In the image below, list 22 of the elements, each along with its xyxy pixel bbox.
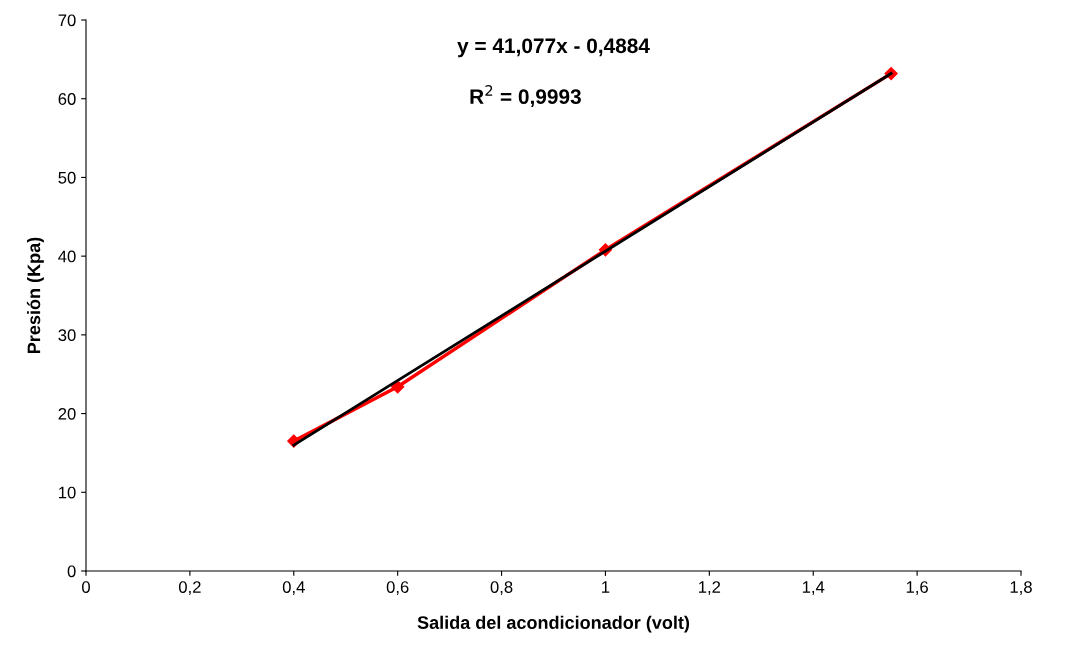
x-tick-label: 0,6 [386,581,409,595]
x-tick-label: 1 [602,581,610,593]
y-tick-label: 10 [59,486,76,499]
y-tick-label: 20 [58,407,76,420]
annotation: R$^{2}$ = 0,9993 [470,85,581,108]
y-tick-label: 60 [58,93,76,105]
x-tick-label: 0 [82,581,90,593]
x-tick-label: 1,6 [906,581,928,595]
x-tick-label: 1,4 [802,581,825,595]
x-tick-label: 1,2 [699,581,721,595]
x-tick-label: 0,4 [282,581,305,595]
x-axis-title: Salida del acondicionador (volt) [417,615,690,633]
annotation: y = 41,077x - 0,4884 [457,38,650,58]
y-tick-label: 70 [58,14,76,27]
y-axis-title: Presión (Kpa) [26,237,44,353]
x-tick-label: 1,8 [1010,581,1032,595]
x-tick-label: 0,2 [178,581,201,595]
x-tick-label: 0,8 [490,581,513,595]
y-tick-label: 30 [58,329,76,342]
y-tick-label: 40 [58,250,76,263]
y-tick-label: 0 [67,565,76,578]
y-tick-label: 50 [58,171,76,184]
